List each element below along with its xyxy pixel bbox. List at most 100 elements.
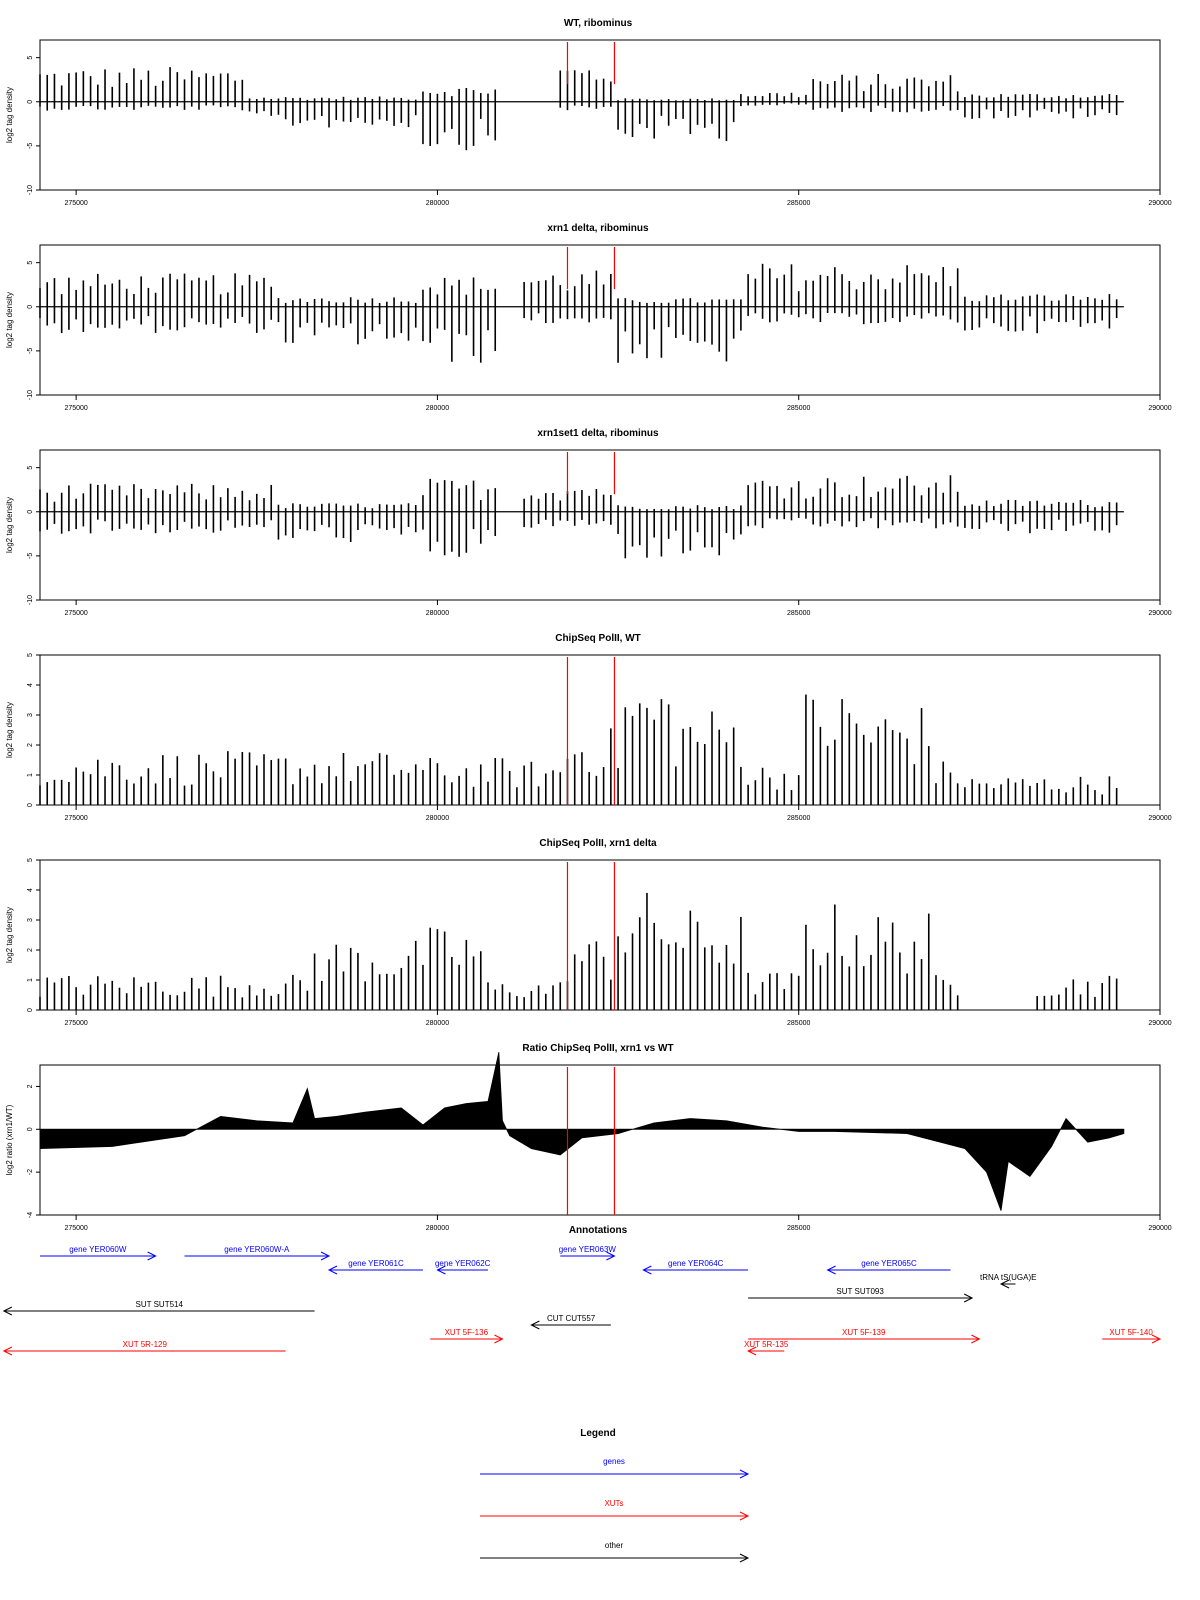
- feature-xut: XUT 5R-129: [2, 1340, 286, 1356]
- y-axis-label: log2 tag density: [5, 292, 14, 348]
- panel-6: Ratio ChipSeq PolII, xrn1 vs WT log2 rati…: [5, 1043, 1172, 1232]
- panel-title: ChipSeq PolII, WT: [555, 633, 641, 644]
- legend: Legend genes XUTs other: [480, 1428, 750, 1563]
- panel-3: xrn1set1 delta, ribominus log2 tag densit…: [5, 428, 1172, 617]
- feature-label: gene YER060W-A: [224, 1245, 290, 1254]
- y-tick-label: 1: [27, 773, 34, 777]
- feature-label: XUT 5R-129: [123, 1340, 168, 1349]
- y-tick-label: 2: [27, 743, 34, 747]
- y-axis-label: log2 ratio (xrn1/WT): [5, 1104, 14, 1175]
- y-tick-label: 0: [27, 510, 34, 514]
- feature-gene: gene YER063W: [559, 1245, 616, 1261]
- arrow-head: [747, 1346, 757, 1356]
- arrow-head: [320, 1251, 331, 1261]
- feature-other: SUT SUT093: [748, 1287, 974, 1303]
- annotation-track: Annotations gene YER060W gene YER060W-A ge…: [2, 1225, 1162, 1356]
- x-tick-label: 275000: [64, 610, 87, 617]
- y-tick-label: -10: [27, 185, 34, 195]
- x-tick-label: 280000: [426, 200, 449, 207]
- feature-gene: gene YER061C: [327, 1259, 423, 1275]
- feature-gene: gene YER060W-A: [184, 1245, 331, 1261]
- x-tick-label: 290000: [1148, 610, 1171, 617]
- panel-title: ChipSeq PolII, xrn1 delta: [539, 838, 657, 849]
- feature-label: XUT 5F-139: [842, 1328, 886, 1337]
- legend-label: XUTs: [604, 1499, 623, 1508]
- feature-gene: gene YER065C: [826, 1259, 951, 1275]
- y-tick-label: 2: [27, 948, 34, 952]
- ratio-area: [39, 1052, 1125, 1211]
- arrow-head: [642, 1265, 652, 1275]
- x-tick-label: 285000: [787, 1020, 810, 1027]
- y-tick-label: 2: [27, 1084, 34, 1088]
- x-tick-label: 285000: [787, 1225, 810, 1232]
- x-tick-label: 290000: [1148, 1225, 1171, 1232]
- y-tick-label: 0: [27, 1127, 34, 1131]
- legend-item-xut: XUTs: [480, 1499, 750, 1521]
- x-tick-label: 275000: [64, 815, 87, 822]
- x-tick-label: 285000: [787, 200, 810, 207]
- feature-label: tRNA tS(UGA)E: [980, 1273, 1036, 1282]
- feature-other: tRNA tS(UGA)E: [980, 1273, 1036, 1289]
- arrow-head: [147, 1251, 157, 1261]
- y-tick-label: 0: [27, 1008, 34, 1012]
- arrow-head: [999, 1279, 1010, 1289]
- arrow-head: [739, 1553, 750, 1563]
- y-axis-label: log2 tag density: [5, 497, 14, 553]
- y-tick-label: 5: [27, 466, 34, 470]
- x-tick-label: 285000: [787, 405, 810, 412]
- legend-title: Legend: [580, 1428, 616, 1439]
- arrow-head: [826, 1265, 836, 1275]
- y-axis-label: log2 tag density: [5, 702, 14, 758]
- plot-box: [39, 39, 1161, 191]
- y-tick-label: 3: [27, 713, 34, 717]
- feature-label: gene YER061C: [348, 1259, 404, 1268]
- y-tick-label: 5: [27, 858, 34, 862]
- plot-box: [39, 654, 1161, 806]
- feature-label: gene YER062C: [435, 1259, 491, 1268]
- arrow-head: [2, 1346, 13, 1356]
- feature-label: gene YER064C: [668, 1259, 724, 1268]
- feature-gene: gene YER060W: [40, 1245, 157, 1261]
- plot-box: [39, 449, 1161, 601]
- feature-label: gene YER065C: [861, 1259, 917, 1268]
- panel-5: ChipSeq PolII, xrn1 delta log2 tag densit…: [5, 838, 1172, 1027]
- x-tick-label: 290000: [1148, 405, 1171, 412]
- arrow-head: [494, 1334, 504, 1344]
- legend-item-gene: genes: [480, 1457, 750, 1479]
- track-panels: WT, ribominus log2 tag density -10 -5 0 5 2750…: [5, 18, 1172, 1232]
- panel-2: xrn1 delta, ribominus log2 tag density -10…: [5, 223, 1172, 412]
- x-tick-label: 280000: [426, 1225, 449, 1232]
- x-tick-label: 275000: [64, 200, 87, 207]
- arrow-head: [963, 1293, 974, 1303]
- feature-label: SUT SUT093: [836, 1287, 884, 1296]
- y-tick-label: -2: [27, 1169, 34, 1175]
- y-axis-label: log2 tag density: [5, 87, 14, 143]
- x-tick-label: 290000: [1148, 200, 1171, 207]
- feature-label: XUT 5F-140: [1109, 1328, 1153, 1337]
- arrow-head: [1151, 1334, 1162, 1344]
- arrow-head: [739, 1511, 750, 1521]
- x-tick-label: 285000: [787, 610, 810, 617]
- panel-title: xrn1set1 delta, ribominus: [537, 428, 659, 439]
- y-tick-label: 4: [27, 888, 34, 892]
- legend-label: other: [605, 1541, 624, 1550]
- x-tick-label: 275000: [64, 1020, 87, 1027]
- x-tick-label: 280000: [426, 405, 449, 412]
- plot-box: [39, 244, 1161, 396]
- panel-1: WT, ribominus log2 tag density -10 -5 0 5 2750…: [5, 18, 1172, 207]
- y-tick-label: -5: [27, 348, 34, 354]
- feature-xut: XUT 5R-135: [744, 1340, 789, 1356]
- y-tick-label: 5: [27, 653, 34, 657]
- x-tick-label: 290000: [1148, 815, 1171, 822]
- panel-title: Ratio ChipSeq PolII, xrn1 vs WT: [522, 1043, 673, 1054]
- y-tick-label: 4: [27, 683, 34, 687]
- annotations-title: Annotations: [569, 1225, 628, 1236]
- feature-label: gene YER060W: [69, 1245, 127, 1254]
- arrow-head: [436, 1265, 446, 1275]
- y-tick-label: -4: [27, 1212, 34, 1218]
- x-tick-label: 285000: [787, 815, 810, 822]
- feature-gene: gene YER064C: [642, 1259, 749, 1275]
- x-tick-label: 290000: [1148, 1020, 1171, 1027]
- y-tick-label: 0: [27, 305, 34, 309]
